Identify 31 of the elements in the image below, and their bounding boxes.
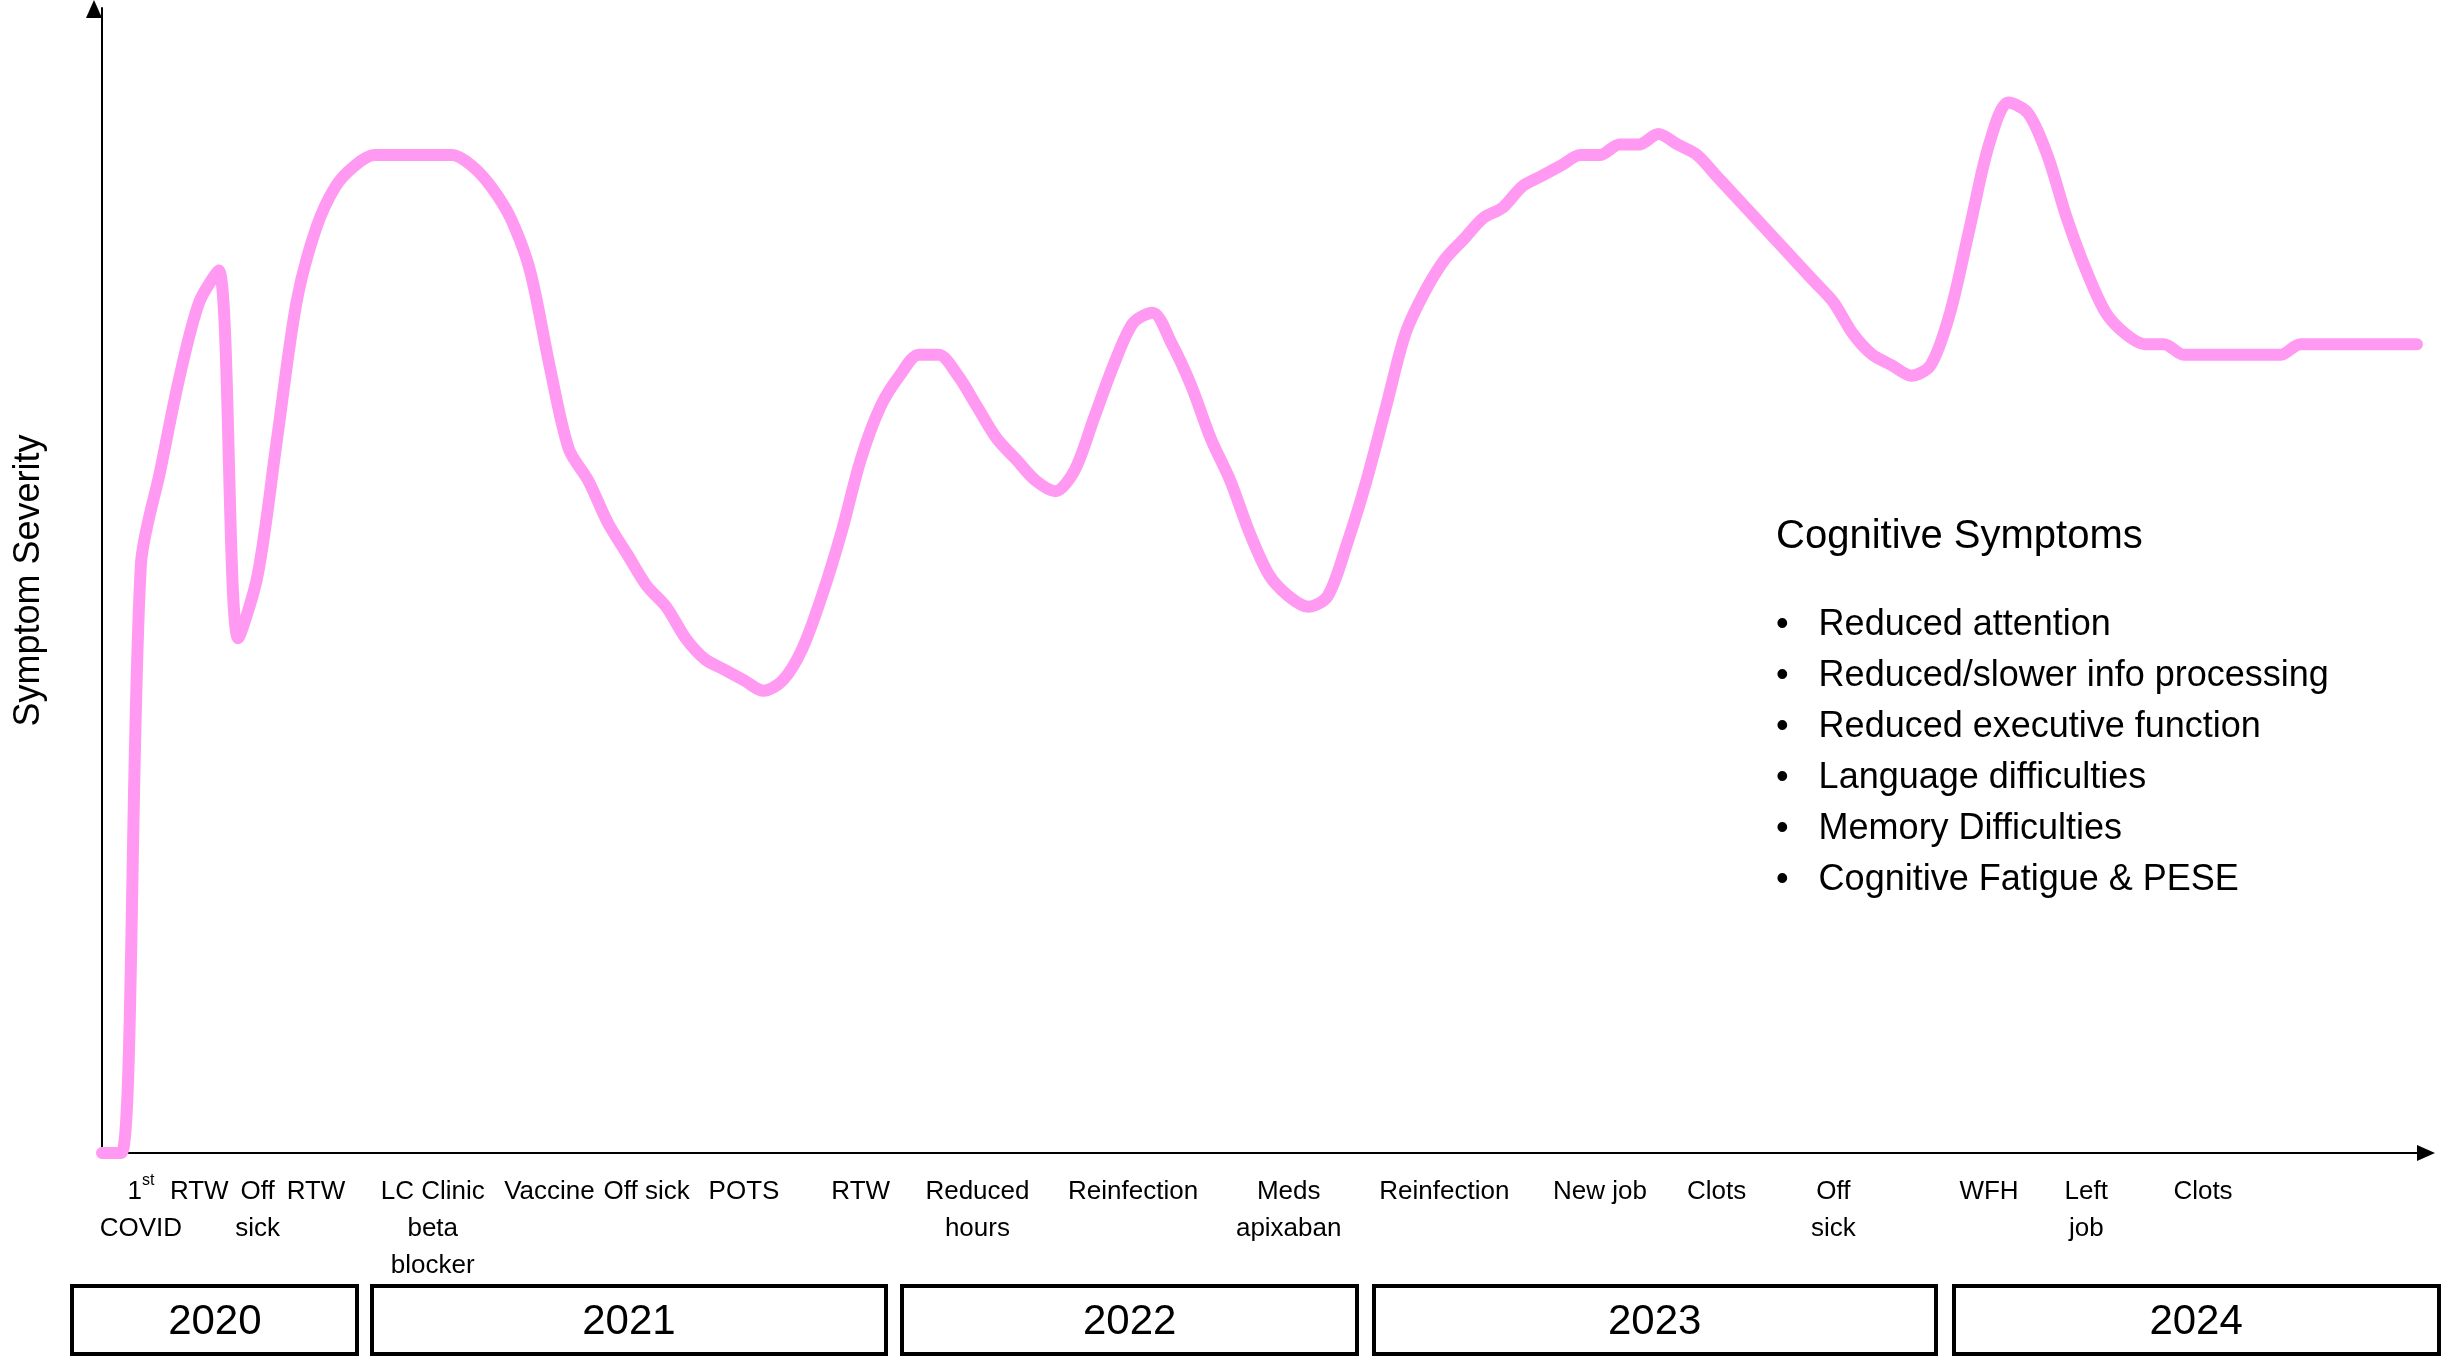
x-tick-label: LC Clinic beta blocker	[380, 1174, 485, 1279]
y-axis-title: Symptom Severity	[5, 434, 47, 727]
annotation: • Reduced executive function	[1776, 703, 2262, 747]
x-tick-label: Reduced hours	[925, 1174, 1030, 1242]
x-tick-label: Clots	[1687, 1174, 1747, 1205]
x-tick-label: Reinfection	[1379, 1174, 1510, 1205]
annotation: • Reduced/slower info processing	[1776, 652, 2329, 696]
x-tick-label: Clots	[2173, 1174, 2233, 1205]
x-tick-label: Meds apixaban	[1235, 1174, 1342, 1242]
annotation: Cognitive Symptoms	[1776, 512, 2144, 557]
x-tick-label: RTW	[169, 1174, 230, 1205]
x-tick-label: Left job	[2064, 1174, 2109, 1242]
annotation: • Memory Difficulties	[1776, 805, 2123, 849]
x-tick-label: WFH	[1959, 1174, 2019, 1205]
text: 2021	[370, 1284, 888, 1356]
x-tick-label: Off sick	[603, 1174, 691, 1205]
text: 2022	[900, 1284, 1360, 1356]
annotation: • Reduced attention	[1776, 601, 2112, 645]
x-tick-label: Vaccine	[504, 1174, 595, 1205]
annotation: • Cognitive Fatigue & PESE	[1776, 856, 2240, 900]
text: 2023	[1371, 1284, 1938, 1356]
x-tick-label: POTS	[708, 1174, 780, 1205]
x-tick-label: RTW	[286, 1174, 346, 1205]
x-tick-label: New job	[1552, 1174, 1647, 1205]
x-tick-label: RTW	[831, 1174, 891, 1205]
text: 2020	[70, 1284, 360, 1356]
x-tick-label: Reinfection	[1068, 1174, 1199, 1205]
annotation: • Language difficulties	[1776, 754, 2148, 798]
x-tick-label: Off sick	[235, 1174, 282, 1242]
text: 2024	[1951, 1284, 2441, 1356]
x-tick-label: Off sick	[1811, 1174, 1857, 1242]
